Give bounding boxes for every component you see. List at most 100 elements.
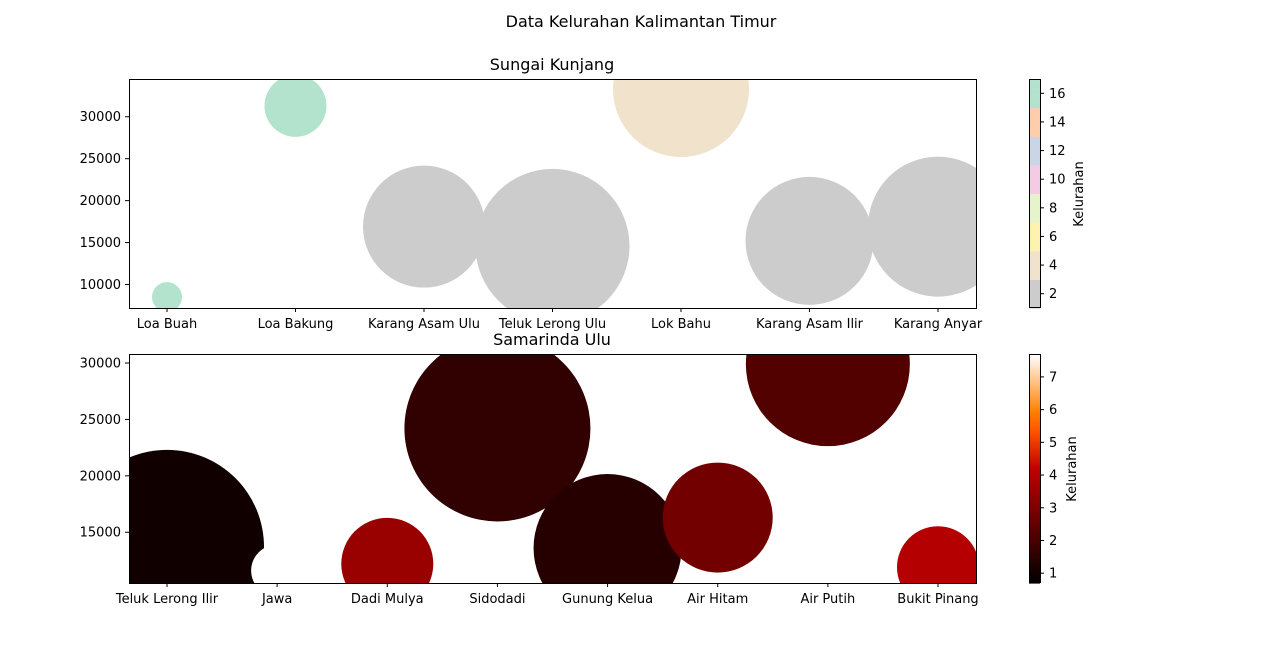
y-tick-label: 30000 <box>80 357 121 372</box>
colorbar-segment <box>1029 119 1040 122</box>
colorbar-segment <box>1029 245 1040 248</box>
colorbar-segment <box>1029 483 1040 487</box>
x-tick-label: Gunung Kelua <box>562 592 653 607</box>
y-tick-label: 15000 <box>80 236 121 251</box>
x-tick-label: Loa Bakung <box>258 317 334 332</box>
colorbar-segment <box>1029 214 1040 217</box>
bubble-point <box>251 544 304 583</box>
colorbar-segment <box>1029 140 1040 143</box>
colorbar-segment <box>1029 96 1040 99</box>
colorbar-segment <box>1029 147 1040 151</box>
colorbar-segment <box>1029 525 1040 529</box>
colorbar-segment <box>1029 128 1040 132</box>
colorbar-segment <box>1029 208 1040 212</box>
colorbar-segment <box>1029 227 1040 231</box>
colorbar-segment <box>1029 94 1040 97</box>
bubble-point <box>662 462 773 573</box>
colorbar-segment <box>1029 464 1040 468</box>
x-tick-label: Karang Asam Ulu <box>368 317 480 332</box>
colorbar-segment <box>1029 504 1040 508</box>
figure-title: Data Kelurahan Kalimantan Timur <box>506 12 777 31</box>
colorbar-segment <box>1029 199 1040 202</box>
chart-title: Samarinda Ulu <box>493 330 611 349</box>
colorbar-segment <box>1029 449 1040 452</box>
colorbar-segment <box>1029 567 1040 571</box>
chart-title: Sungai Kunjang <box>490 55 614 74</box>
colorbar-segment <box>1029 394 1040 397</box>
colorbar-segment <box>1029 296 1040 300</box>
colorbar-segment <box>1029 260 1040 263</box>
colorbar-segment <box>1029 510 1040 513</box>
colorbar-tick-label: 12 <box>1049 144 1066 159</box>
colorbar-segment <box>1029 422 1040 426</box>
colorbar-segment <box>1029 143 1040 147</box>
colorbar-segment <box>1029 145 1040 149</box>
colorbar-segment <box>1029 109 1040 113</box>
colorbar-segment <box>1029 176 1040 179</box>
colorbar-segment <box>1029 493 1040 496</box>
colorbar-segment <box>1029 575 1040 578</box>
colorbar-segment <box>1029 428 1040 431</box>
colorbar-segment <box>1029 481 1040 485</box>
colorbar-segment <box>1029 363 1040 367</box>
colorbar-segment <box>1029 187 1040 191</box>
colorbar-segment <box>1029 197 1040 200</box>
colorbar-segment <box>1029 138 1040 141</box>
colorbar-segment <box>1029 453 1040 456</box>
colorbar-tick-label: 2 <box>1049 534 1057 549</box>
colorbar-segment <box>1029 122 1040 126</box>
colorbar-segment <box>1029 489 1040 492</box>
colorbar-segment <box>1029 231 1040 235</box>
colorbar-frame <box>1029 79 1041 308</box>
colorbar-segment <box>1029 386 1040 389</box>
colorbar-segment <box>1029 424 1040 428</box>
colorbar-segment <box>1029 392 1040 395</box>
colorbar-segment <box>1029 527 1040 531</box>
bubble-point <box>897 526 976 583</box>
colorbar-segment <box>1029 153 1040 156</box>
colorbar-segment <box>1029 164 1040 168</box>
colorbar-segment <box>1029 361 1040 365</box>
colorbar-segment <box>1029 206 1040 210</box>
colorbar-segment <box>1029 500 1040 504</box>
colorbar-segment <box>1029 136 1040 139</box>
colorbar-segment <box>1029 88 1040 92</box>
colorbar-segment <box>1029 552 1040 555</box>
colorbar-segment <box>1029 542 1040 546</box>
colorbar-segment <box>1029 134 1040 137</box>
colorbar-tick-label: 3 <box>1049 501 1057 516</box>
colorbar-segment <box>1029 399 1040 403</box>
x-tick-label: Teluk Lerong Ulu <box>498 317 606 332</box>
colorbar: 1 2 3 4 5 6 7 <box>1029 354 1057 584</box>
colorbar-segment <box>1029 266 1040 269</box>
x-tick-label: Teluk Lerong Ilir <box>115 592 219 607</box>
colorbar-segment <box>1029 111 1040 114</box>
colorbar-segment <box>1029 262 1040 265</box>
chart-panel-samarinda-ulu: Samarinda Ulu Teluk Lerong Ilir Jawa Dadi … <box>80 330 1080 607</box>
colorbar-segment <box>1029 264 1040 267</box>
colorbar-segment <box>1029 401 1040 405</box>
colorbar-segment <box>1029 254 1040 258</box>
colorbar-segment <box>1029 203 1040 206</box>
colorbar-tick-label: 6 <box>1049 403 1057 418</box>
colorbar-segment <box>1029 397 1040 401</box>
colorbar-segment <box>1029 183 1040 187</box>
colorbar-segment <box>1029 472 1040 475</box>
colorbar-segment <box>1029 130 1040 134</box>
colorbar-segment <box>1029 193 1040 197</box>
colorbar-segment <box>1029 298 1040 301</box>
colorbar-segment <box>1029 485 1040 489</box>
colorbar-segment <box>1029 292 1040 296</box>
colorbar-segment <box>1029 544 1040 548</box>
x-axis: Teluk Lerong Ilir Jawa Dadi Mulya Sidodadi G… <box>115 583 979 607</box>
colorbar-segment <box>1029 468 1040 472</box>
colorbar-segment <box>1029 224 1040 227</box>
colorbar-segment <box>1029 384 1040 388</box>
colorbar-segment <box>1029 369 1040 372</box>
colorbar-segment <box>1029 90 1040 93</box>
colorbar-label: Kelurahan <box>1065 436 1080 501</box>
colorbar-segment <box>1029 380 1040 384</box>
colorbar-segment <box>1029 189 1040 193</box>
x-tick-label: Sidodadi <box>469 592 525 607</box>
colorbar-segment <box>1029 126 1040 130</box>
